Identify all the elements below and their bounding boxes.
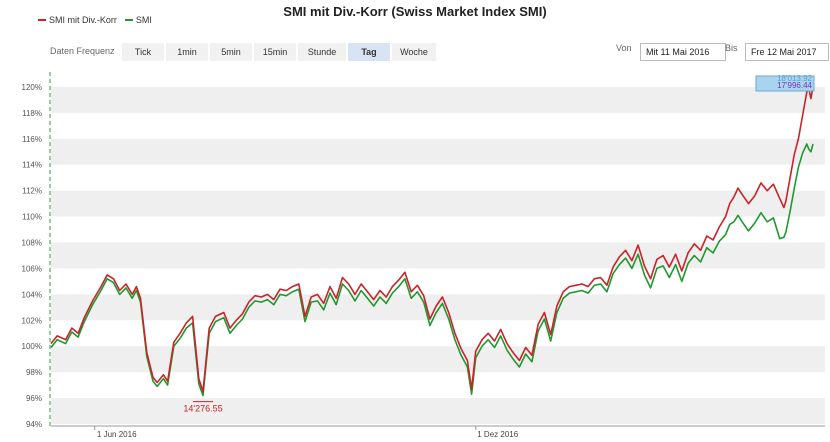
to-date-input[interactable]: Fre 12 Mai 2017 bbox=[745, 43, 829, 61]
y-tick-label: 110% bbox=[22, 213, 42, 222]
y-tick-label: 112% bbox=[22, 187, 42, 196]
frequency-button-woche[interactable]: Woche bbox=[392, 43, 436, 61]
legend: SMI mit Div.-Korr SMI bbox=[38, 15, 152, 25]
frequency-button-15min[interactable]: 15min bbox=[254, 43, 296, 61]
legend-label-div-korr: SMI mit Div.-Korr bbox=[49, 15, 117, 25]
legend-item-smi[interactable]: SMI bbox=[124, 15, 152, 25]
from-date-input[interactable]: Mit 11 Mai 2016 bbox=[640, 43, 726, 61]
from-label: Von bbox=[616, 43, 632, 53]
last-value-div-korr: 18'013.92 bbox=[777, 74, 812, 83]
y-tick-label: 104% bbox=[22, 290, 42, 299]
legend-item-div-korr[interactable]: SMI mit Div.-Korr bbox=[38, 15, 117, 25]
to-label: Bis bbox=[725, 43, 738, 53]
last-value-smi: 17'996.44 bbox=[777, 81, 812, 90]
y-tick-label: 106% bbox=[22, 264, 42, 273]
frequency-button-1min[interactable]: 1min bbox=[166, 43, 208, 61]
grid-band bbox=[51, 242, 825, 269]
series-line-smi bbox=[50, 143, 814, 397]
y-tick-label: 116% bbox=[22, 135, 42, 144]
x-tick-label: 1 Jun 2016 bbox=[97, 430, 137, 439]
frequency-button-5min[interactable]: 5min bbox=[210, 43, 252, 61]
y-tick-label: 114% bbox=[22, 161, 42, 170]
frequency-button-group: Tick 1min 5min 15min Stunde Tag Woche bbox=[122, 43, 436, 61]
y-tick-label: 98% bbox=[26, 368, 42, 377]
grid-band bbox=[51, 398, 825, 424]
legend-swatch-smi bbox=[124, 19, 133, 21]
frequency-label: Daten Frequenz bbox=[50, 46, 115, 56]
grid-band bbox=[51, 294, 825, 321]
x-tick-label: 1 Dez 2016 bbox=[477, 430, 518, 439]
grid-band bbox=[51, 86, 825, 113]
legend-swatch-div-korr bbox=[38, 19, 46, 21]
frequency-button-tag[interactable]: Tag bbox=[348, 43, 390, 61]
chart-title: SMI mit Div.-Korr (Swiss Market Index SM… bbox=[283, 4, 547, 19]
y-tick-label: 96% bbox=[26, 394, 42, 403]
frequency-button-stunde[interactable]: Stunde bbox=[298, 43, 346, 61]
frequency-button-tick[interactable]: Tick bbox=[122, 43, 164, 61]
y-tick-label: 102% bbox=[22, 316, 42, 325]
min-value-label: 14'276.55 bbox=[183, 404, 222, 414]
y-tick-label: 108% bbox=[22, 239, 42, 248]
last-value-box bbox=[755, 75, 815, 92]
series-line-div-korr bbox=[50, 86, 814, 393]
y-tick-label: 94% bbox=[26, 420, 42, 429]
legend-label-smi: SMI bbox=[135, 15, 152, 25]
grid-band bbox=[51, 190, 825, 217]
y-tick-label: 118% bbox=[22, 109, 42, 118]
grid-band bbox=[51, 138, 825, 165]
grid-band bbox=[51, 346, 825, 373]
y-tick-label: 100% bbox=[22, 342, 42, 351]
y-tick-label: 120% bbox=[22, 83, 42, 92]
